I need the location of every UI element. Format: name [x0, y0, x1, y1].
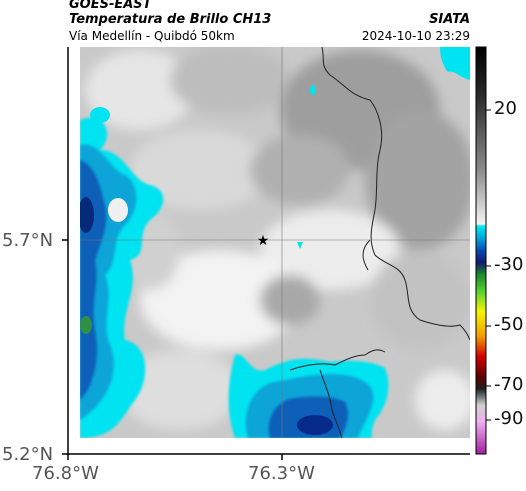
timestamp-label: 2024-10-10 23:29: [361, 29, 470, 43]
lon-label: 76.3°W: [248, 463, 315, 484]
cold-cloud-west: [80, 107, 164, 438]
border-line: [362, 239, 371, 271]
cold-cloud-northeast: [440, 47, 470, 80]
colorbar-tick: 20: [494, 98, 517, 119]
satellite-title: GOES-EAST: [69, 0, 152, 12]
cloud-speck: [310, 85, 316, 95]
brand-label: SIATA: [429, 12, 470, 27]
product-title: Temperatura de Brillo CH13: [69, 12, 272, 27]
cold-cloud-south: [228, 354, 389, 438]
colorbar-tick: -30: [494, 254, 524, 275]
cloud-speck: [297, 242, 303, 249]
colorbar-tick: -50: [494, 314, 524, 335]
colorbar: [475, 46, 487, 455]
brightness-temperature-field: [80, 47, 470, 438]
lat-label: 5.7°N: [2, 230, 54, 251]
colorbar-tick: -70: [494, 374, 524, 395]
border-line: [321, 47, 470, 341]
border-line: [289, 349, 386, 371]
border-line: [319, 369, 343, 438]
region-subtitle: Vía Medellín - Quibdó 50km: [69, 29, 235, 43]
location-star-icon: ★: [257, 233, 270, 249]
lon-label: 76.8°W: [32, 463, 99, 484]
colorbar-tick: -90: [494, 408, 524, 429]
lat-label: 5.2°N: [2, 444, 54, 465]
